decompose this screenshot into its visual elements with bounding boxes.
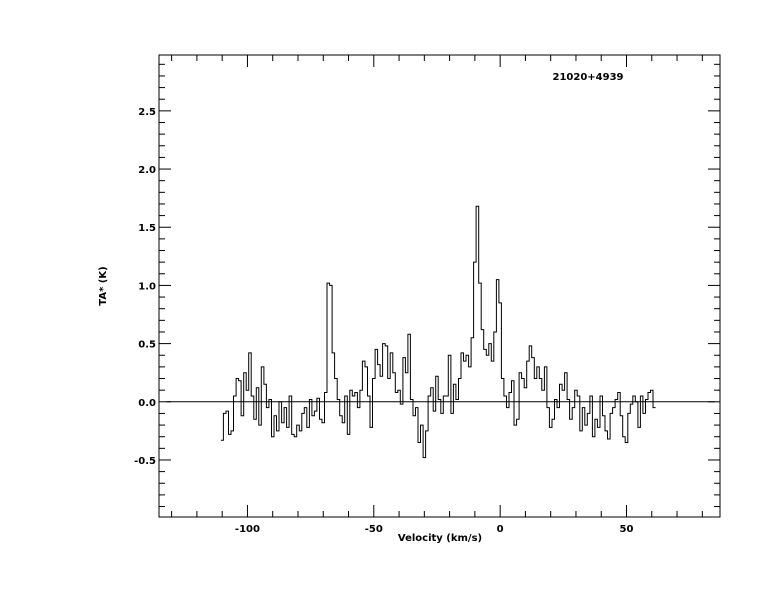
axis-ticks	[159, 55, 720, 517]
x-tick-label: 50	[620, 524, 634, 535]
y-tick-label: 0.0	[138, 398, 156, 409]
y-tick-label: -0.5	[134, 456, 156, 467]
y-tick-label: 1.5	[138, 223, 156, 234]
plot-frame	[158, 54, 721, 518]
axis-tick-labels: -100 -50 0 50 -0.5 0.0 0.5 1.0 1.5 2.0 2.5	[134, 107, 633, 535]
y-axis-label: TA* (K)	[98, 266, 109, 305]
y-tick-label: 0.5	[138, 340, 156, 351]
x-tick-label: -50	[365, 524, 383, 535]
x-tick-label: -100	[235, 524, 260, 535]
y-tick-label: 1.0	[138, 281, 156, 292]
x-tick-label: 0	[497, 524, 504, 535]
spectrum-line	[220, 205, 656, 459]
y-tick-label: 2.0	[138, 165, 156, 176]
y-tick-label: 2.5	[138, 107, 156, 118]
x-axis-label: Velocity (km/s)	[398, 533, 482, 544]
chart-title: 21020+4939	[552, 72, 623, 83]
